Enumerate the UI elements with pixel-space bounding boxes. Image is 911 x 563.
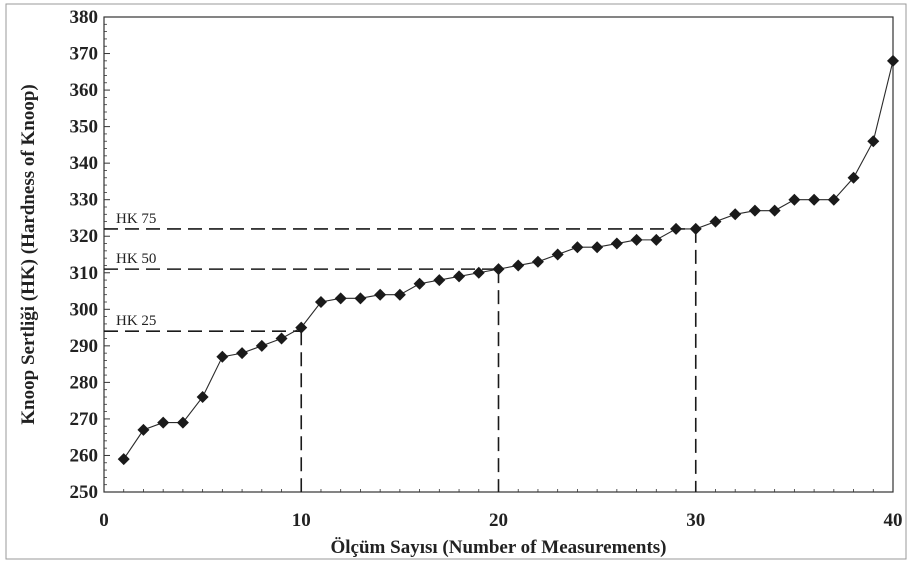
y-tick-label: 260 [70,445,99,466]
y-tick-label: 370 [70,44,99,65]
data-point [354,292,367,305]
x-tick-label: 0 [99,510,109,531]
reference-label: HK 50 [116,251,156,267]
y-tick-label: 350 [70,117,99,138]
data-point [630,233,643,246]
data-point [334,292,347,305]
data-point [650,233,663,246]
data-point [709,215,722,228]
data-point [689,222,702,235]
data-point [314,296,327,308]
data-point [827,193,840,206]
data-point [867,135,880,148]
y-tick-label: 280 [70,372,99,393]
y-axis-title: Knoop Sertliği (HK) (Hardness of Knoop) [18,84,39,424]
data-point [236,347,249,360]
y-tick-label: 300 [70,299,99,320]
data-point [255,339,268,352]
data-point [433,274,446,287]
x-axis-title: Ölçüm Sayısı (Number of Measurements) [331,537,667,558]
data-point [512,259,525,272]
data-point [729,208,742,221]
data-point [768,204,781,217]
y-tick-label: 360 [70,80,99,101]
data-point [216,350,229,363]
x-tick-label: 30 [686,510,705,531]
figure-border [5,3,907,560]
data-point [275,332,288,345]
y-tick-label: 320 [70,226,99,247]
data-point [295,321,308,334]
x-tick-label: 20 [489,510,508,531]
data-point [551,248,564,261]
data-point [748,204,761,217]
data-point [887,54,899,67]
data-point [571,241,584,254]
data-point [196,391,209,403]
data-point [670,222,683,235]
data-point [808,193,821,206]
x-tick-label: 40 [884,510,903,531]
data-point [453,270,466,283]
data-point [117,453,130,466]
data-point [472,266,485,279]
data-point [610,237,623,250]
y-tick-label: 290 [70,336,99,357]
data-point [137,423,150,436]
data-point [157,416,170,429]
y-tick-label: 380 [70,7,99,28]
reference-label: HK 25 [116,313,156,329]
data-point [531,255,544,268]
y-tick-label: 250 [70,482,99,503]
data-point [374,288,387,301]
y-tick-label: 340 [70,153,99,174]
x-tick-label: 10 [292,510,311,531]
y-tick-label: 310 [70,263,99,284]
data-point [847,171,860,184]
reference-label: HK 75 [116,211,156,227]
data-point [176,416,189,429]
data-point [492,263,505,276]
series-line [123,60,894,460]
y-tick-label: 270 [70,409,99,430]
data-point [413,277,426,290]
data-point [393,288,406,301]
y-tick-label: 330 [70,190,99,211]
data-point [788,193,801,206]
data-point [591,241,604,254]
